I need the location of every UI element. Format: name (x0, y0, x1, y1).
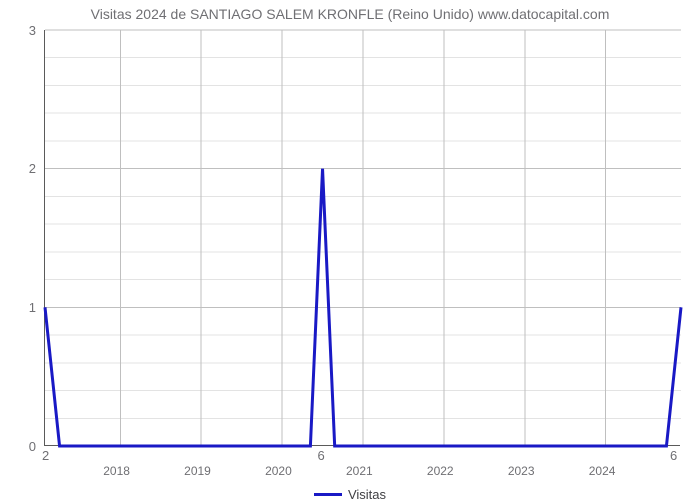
start-count-label: 2 (42, 448, 49, 463)
chart-title: Visitas 2024 de SANTIAGO SALEM KRONFLE (… (0, 6, 700, 22)
plot-svg (45, 30, 681, 446)
x-tick-label: 2020 (265, 464, 292, 478)
y-tick-label: 3 (29, 23, 36, 38)
x-tick-label: 2022 (427, 464, 454, 478)
x-tick-label: 2018 (103, 464, 130, 478)
y-tick-label: 0 (29, 439, 36, 454)
baseline-count-label: 6 (318, 448, 325, 463)
chart-container: { "chart": { "type": "line", "title": "V… (0, 0, 700, 500)
legend-swatch-icon (314, 493, 342, 496)
end-count-label: 6 (670, 448, 677, 463)
plot-area (44, 30, 680, 446)
x-tick-label: 2021 (346, 464, 373, 478)
gridlines (45, 30, 681, 446)
legend: Visitas (0, 484, 700, 502)
x-tick-label: 2024 (589, 464, 616, 478)
y-tick-label: 2 (29, 161, 36, 176)
x-tick-label: 2019 (184, 464, 211, 478)
y-tick-label: 1 (29, 300, 36, 315)
x-tick-label: 2023 (508, 464, 535, 478)
